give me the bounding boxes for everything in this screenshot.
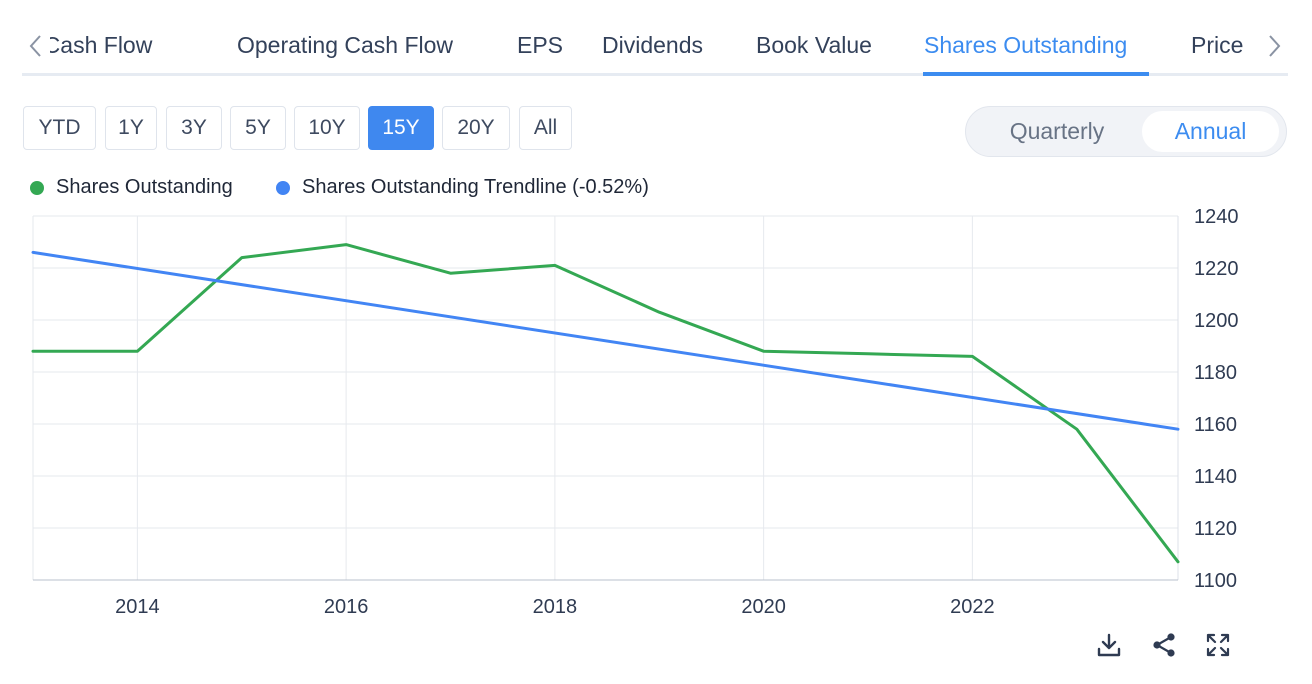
tab-price[interactable]: Price bbox=[1191, 32, 1244, 58]
range-3y-button[interactable]: 3Y bbox=[166, 106, 222, 150]
range-ytd-button[interactable]: YTD bbox=[23, 106, 96, 150]
chevron-right-icon[interactable] bbox=[1260, 28, 1288, 64]
tab-free-cash-flow[interactable]: Free Cash Flow bbox=[50, 32, 153, 58]
metric-tabs: Free Cash Flow Operating Cash Flow EPS D… bbox=[22, 18, 1288, 76]
y-tick-label: 1100 bbox=[1194, 570, 1237, 592]
active-tab-underline bbox=[923, 72, 1149, 76]
tab-shares-outstanding[interactable]: Shares Outstanding bbox=[924, 32, 1128, 58]
y-tick-label: 1180 bbox=[1194, 362, 1237, 384]
y-tick-label: 1200 bbox=[1194, 310, 1239, 332]
legend-label: Shares Outstanding Trendline (-0.52%) bbox=[302, 176, 649, 198]
tab-operating-cash-flow[interactable]: Operating Cash Flow bbox=[237, 32, 454, 58]
fullscreen-icon[interactable] bbox=[1201, 628, 1235, 662]
y-tick-label: 1240 bbox=[1194, 206, 1239, 228]
quarterly-option[interactable]: Quarterly bbox=[1009, 118, 1105, 144]
x-tick-label: 2020 bbox=[741, 596, 786, 618]
x-tick-label: 2018 bbox=[533, 596, 578, 618]
chart-toolbar bbox=[1090, 628, 1250, 662]
legend-dot-blue bbox=[276, 180, 290, 195]
share-icon[interactable] bbox=[1147, 628, 1181, 662]
period-toggle: Quarterly Annual bbox=[965, 106, 1287, 157]
chevron-left-icon[interactable] bbox=[22, 28, 50, 64]
tabs-baseline bbox=[22, 73, 1288, 76]
download-icon[interactable] bbox=[1092, 628, 1126, 662]
annual-option[interactable]: Annual bbox=[1142, 111, 1279, 152]
y-tick-label: 1140 bbox=[1194, 466, 1237, 488]
y-tick-label: 1120 bbox=[1194, 518, 1237, 540]
series-line-trendline bbox=[31, 250, 1180, 431]
range-1y-button[interactable]: 1Y bbox=[105, 106, 157, 150]
tab-eps[interactable]: EPS bbox=[517, 32, 564, 58]
range-5y-button[interactable]: 5Y bbox=[230, 106, 286, 150]
tab-dividends[interactable]: Dividends bbox=[602, 32, 703, 58]
x-tick-label: 2014 bbox=[115, 596, 160, 618]
legend-dot-green bbox=[30, 180, 44, 195]
series-line-shares-outstanding bbox=[31, 243, 1180, 564]
shares-outstanding-chart: 1100 1120 1140 1160 1180 1200 1220 1240 2014 2016… bbox=[31, 206, 1239, 618]
y-tick-label: 1160 bbox=[1194, 414, 1237, 436]
range-20y-button[interactable]: 20Y bbox=[442, 106, 510, 150]
legend-item-trendline[interactable]: Shares Outstanding Trendline (-0.52%) bbox=[276, 176, 649, 199]
legend-label: Shares Outstanding bbox=[56, 176, 233, 198]
x-tick-label: 2016 bbox=[324, 596, 369, 618]
tab-book-value[interactable]: Book Value bbox=[756, 32, 872, 58]
legend-item-shares-outstanding[interactable]: Shares Outstanding bbox=[30, 176, 233, 199]
range-10y-button[interactable]: 10Y bbox=[294, 106, 360, 150]
x-tick-label: 2022 bbox=[950, 596, 995, 618]
y-tick-label: 1220 bbox=[1194, 258, 1239, 280]
range-all-button[interactable]: All bbox=[519, 106, 572, 150]
range-15y-button[interactable]: 15Y bbox=[368, 106, 434, 150]
tab-strip: Free Cash Flow Operating Cash Flow EPS D… bbox=[50, 18, 1260, 73]
